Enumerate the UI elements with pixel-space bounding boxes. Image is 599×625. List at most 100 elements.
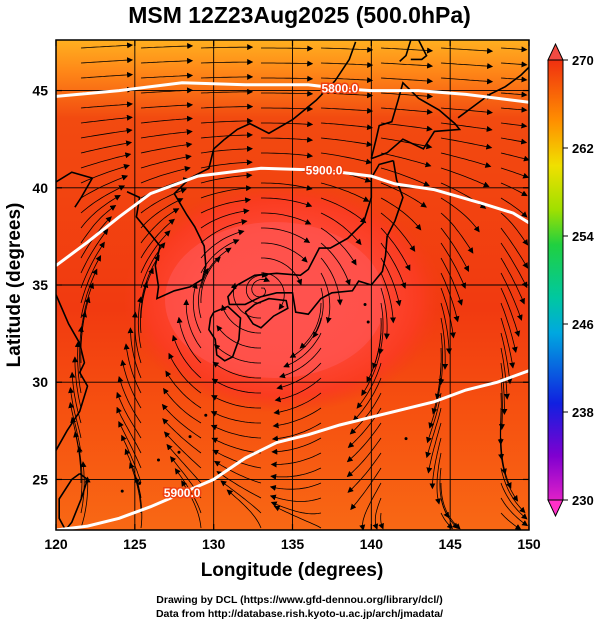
- streamline: [200, 117, 254, 124]
- colorbar: 230 238 246 254 262 270: [547, 42, 594, 518]
- streamline: [380, 227, 411, 272]
- streamline: [137, 296, 143, 349]
- island-marker: [156, 458, 160, 462]
- streamline: [431, 362, 442, 415]
- coastline-sakhalin: [399, 40, 428, 62]
- streamline: [346, 422, 382, 463]
- y-tick-label: 35: [32, 277, 48, 293]
- credit-data-source: Data from http://database.rish.kyoto-u.a…: [155, 608, 444, 620]
- streamline: [320, 137, 373, 148]
- streamline: [425, 407, 442, 459]
- streamline: [320, 92, 374, 99]
- streamline: [80, 195, 121, 229]
- streamline: [380, 92, 434, 100]
- coastline-shikoku: [244, 297, 289, 329]
- streamline: [440, 62, 494, 70]
- streamline: [320, 272, 332, 324]
- streamline: [276, 362, 322, 390]
- streamline: [80, 127, 133, 139]
- streamline: [500, 332, 513, 385]
- streamline: [140, 128, 193, 139]
- streamline: [500, 347, 510, 400]
- streamline: [140, 254, 160, 304]
- streamline: [272, 407, 322, 429]
- x-tick-label: 125: [123, 536, 147, 552]
- streamline: [261, 212, 312, 225]
- streamline: [80, 311, 88, 364]
- streamline: [226, 489, 262, 529]
- streamline: [500, 227, 529, 269]
- streamline: [80, 205, 117, 244]
- streamline: [500, 437, 512, 489]
- streamline: [500, 467, 526, 514]
- streamline: [500, 167, 529, 179]
- streamline: [440, 227, 470, 273]
- streamline: [210, 411, 261, 424]
- streamline: [320, 107, 374, 114]
- streamline: [380, 137, 433, 150]
- streamline: [140, 165, 191, 184]
- contour-label: 5900.0: [164, 486, 201, 500]
- streamline: [140, 57, 194, 64]
- streamline: [270, 467, 322, 480]
- x-tick-label: 120: [44, 536, 68, 552]
- streamline: [498, 377, 505, 431]
- streamline: [271, 437, 322, 455]
- streamline: [211, 395, 261, 409]
- height-contours: 5800.0 5900.0 5900.0: [56, 80, 529, 530]
- streamline: [380, 197, 422, 231]
- streamline: [372, 497, 382, 530]
- contour-label: 5900.0: [306, 163, 343, 177]
- streamline: [500, 46, 528, 53]
- streamline: [500, 76, 528, 83]
- colorbar-tick-label: 238: [572, 405, 594, 420]
- streamline: [162, 418, 202, 454]
- streamline: [320, 257, 343, 306]
- streamline: [200, 229, 245, 259]
- streamline: [440, 272, 460, 323]
- colorbar-bar: [547, 59, 564, 501]
- streamline: [116, 406, 142, 454]
- island-marker: [120, 489, 124, 493]
- streamline: [200, 208, 250, 229]
- streamline: [171, 334, 202, 379]
- streamline: [80, 185, 126, 214]
- streamline: [440, 302, 452, 355]
- x-tick-label: 145: [438, 536, 462, 552]
- streamline: [200, 73, 254, 80]
- coastline-kyushu: [208, 305, 242, 362]
- streamline: [140, 267, 154, 319]
- streamline: [320, 212, 362, 246]
- streamline: [440, 47, 494, 54]
- streamline: [500, 257, 525, 305]
- streamline: [80, 241, 105, 289]
- streamline: [500, 302, 518, 353]
- streamline: [271, 422, 322, 442]
- streamline: [361, 347, 382, 396]
- streamline: [320, 227, 357, 266]
- streamline: [261, 90, 314, 97]
- streamline: [352, 377, 382, 422]
- credit-drawing: Drawing by DCL (https://www.gfd-dennou.o…: [156, 594, 443, 606]
- streamline: [312, 287, 324, 338]
- coastline-honshu: [227, 159, 404, 316]
- streamline: [80, 114, 133, 124]
- streamline: [200, 44, 254, 51]
- streamline: [200, 59, 254, 65]
- streamline: [500, 362, 508, 415]
- streamline: [500, 122, 528, 129]
- streamline: [440, 257, 463, 306]
- streamline: [380, 212, 416, 252]
- streamline: [440, 212, 474, 254]
- streamline: [380, 77, 434, 84]
- y-tick-label: 30: [32, 374, 48, 390]
- streamline: [428, 377, 442, 429]
- streamline: [68, 387, 82, 439]
- x-tick-label: 140: [360, 536, 384, 552]
- streamline: [440, 317, 449, 370]
- streamline: [440, 122, 493, 132]
- streamline: [261, 152, 314, 159]
- streamline: [261, 257, 303, 286]
- streamline: [500, 61, 528, 68]
- streamline: [261, 60, 314, 67]
